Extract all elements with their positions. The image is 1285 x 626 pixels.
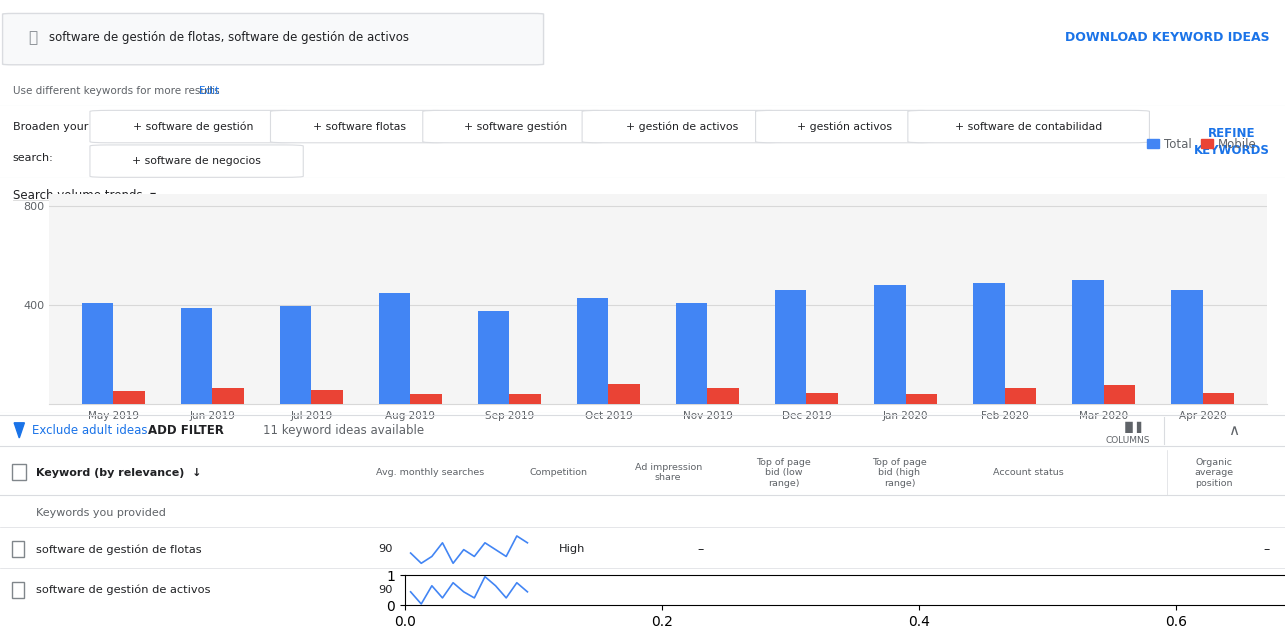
Text: software de gestión de activos: software de gestión de activos (36, 585, 211, 595)
Text: Keywords you provided: Keywords you provided (36, 508, 166, 518)
Text: ⌕: ⌕ (28, 30, 37, 45)
Text: Top of page
bid (high
range): Top of page bid (high range) (873, 458, 926, 488)
Text: Search volume trends  ▾: Search volume trends ▾ (13, 189, 155, 202)
Text: DOWNLOAD KEYWORD IDEAS: DOWNLOAD KEYWORD IDEAS (1065, 31, 1270, 44)
Text: + gestión de activos: + gestión de activos (626, 121, 738, 132)
Text: –: – (698, 543, 703, 556)
Text: software de gestión de flotas: software de gestión de flotas (36, 544, 202, 555)
Bar (81, 302, 113, 404)
Text: + software flotas: + software flotas (314, 121, 406, 131)
FancyBboxPatch shape (271, 110, 448, 143)
Legend: Total, Mobile: Total, Mobile (1142, 133, 1261, 155)
Bar (874, 285, 906, 404)
Bar (608, 384, 640, 404)
Text: REFINE
KEYWORDS: REFINE KEYWORDS (1194, 128, 1270, 157)
Bar (807, 393, 838, 404)
Bar (708, 387, 739, 404)
Bar (973, 283, 1005, 404)
Bar (113, 391, 145, 404)
Text: 11 keyword ideas available: 11 keyword ideas available (263, 424, 424, 437)
Bar (212, 387, 244, 404)
Text: Keyword (by relevance)  ↓: Keyword (by relevance) ↓ (36, 468, 202, 478)
FancyBboxPatch shape (908, 110, 1149, 143)
Bar (1104, 385, 1135, 404)
Text: –: – (698, 583, 703, 597)
Text: ∧: ∧ (1228, 423, 1239, 438)
Bar (1072, 280, 1104, 404)
Text: ADD FILTER: ADD FILTER (148, 424, 224, 437)
FancyBboxPatch shape (3, 13, 544, 65)
Bar (12, 541, 24, 558)
Bar (311, 390, 343, 404)
Bar (577, 298, 608, 404)
FancyBboxPatch shape (582, 110, 781, 143)
Bar (280, 306, 311, 404)
Bar (478, 311, 509, 404)
Text: Competition: Competition (529, 468, 589, 477)
FancyBboxPatch shape (423, 110, 608, 143)
Text: –: – (1263, 543, 1270, 556)
Text: Exclude adult ideas: Exclude adult ideas (32, 424, 148, 437)
Text: High: High (559, 545, 586, 554)
Bar (379, 293, 410, 404)
Text: search:: search: (13, 153, 54, 163)
Text: + software de contabilidad: + software de contabilidad (955, 121, 1103, 131)
Text: 90: 90 (379, 585, 393, 595)
Text: Account status: Account status (992, 468, 1064, 477)
Bar (676, 302, 708, 404)
Text: software de gestión de flotas, software de gestión de activos: software de gestión de flotas, software … (49, 31, 409, 44)
Bar (1203, 393, 1235, 404)
Text: + software gestión: + software gestión (464, 121, 567, 132)
Text: Avg. monthly searches: Avg. monthly searches (377, 468, 484, 477)
Text: Top of page
bid (low
range): Top of page bid (low range) (757, 458, 811, 488)
Bar (509, 394, 541, 404)
Text: Ad impression
share: Ad impression share (635, 463, 702, 482)
FancyBboxPatch shape (90, 110, 296, 143)
Text: 90: 90 (379, 545, 393, 554)
Text: Broaden your: Broaden your (13, 121, 89, 131)
Text: + software de negocios: + software de negocios (132, 156, 261, 166)
Text: Edit: Edit (199, 86, 220, 96)
Bar (181, 307, 212, 404)
Text: Medium: Medium (559, 585, 605, 595)
Bar (1171, 290, 1203, 404)
Bar (12, 464, 26, 480)
FancyBboxPatch shape (756, 110, 933, 143)
Polygon shape (14, 423, 24, 438)
Bar (775, 290, 807, 404)
Text: COLUMNS: COLUMNS (1106, 436, 1150, 445)
Text: Organic
average
position: Organic average position (1195, 458, 1234, 488)
Text: + gestión activos: + gestión activos (797, 121, 892, 132)
Bar (906, 394, 937, 404)
FancyBboxPatch shape (90, 145, 303, 177)
Text: –: – (1263, 583, 1270, 597)
Bar (1005, 387, 1036, 404)
Bar (410, 394, 442, 404)
Bar (12, 582, 24, 598)
Text: + software de gestión: + software de gestión (132, 121, 253, 132)
Text: Use different keywords for more results: Use different keywords for more results (13, 86, 220, 96)
Text: ▐▌▌: ▐▌▌ (1121, 422, 1146, 433)
